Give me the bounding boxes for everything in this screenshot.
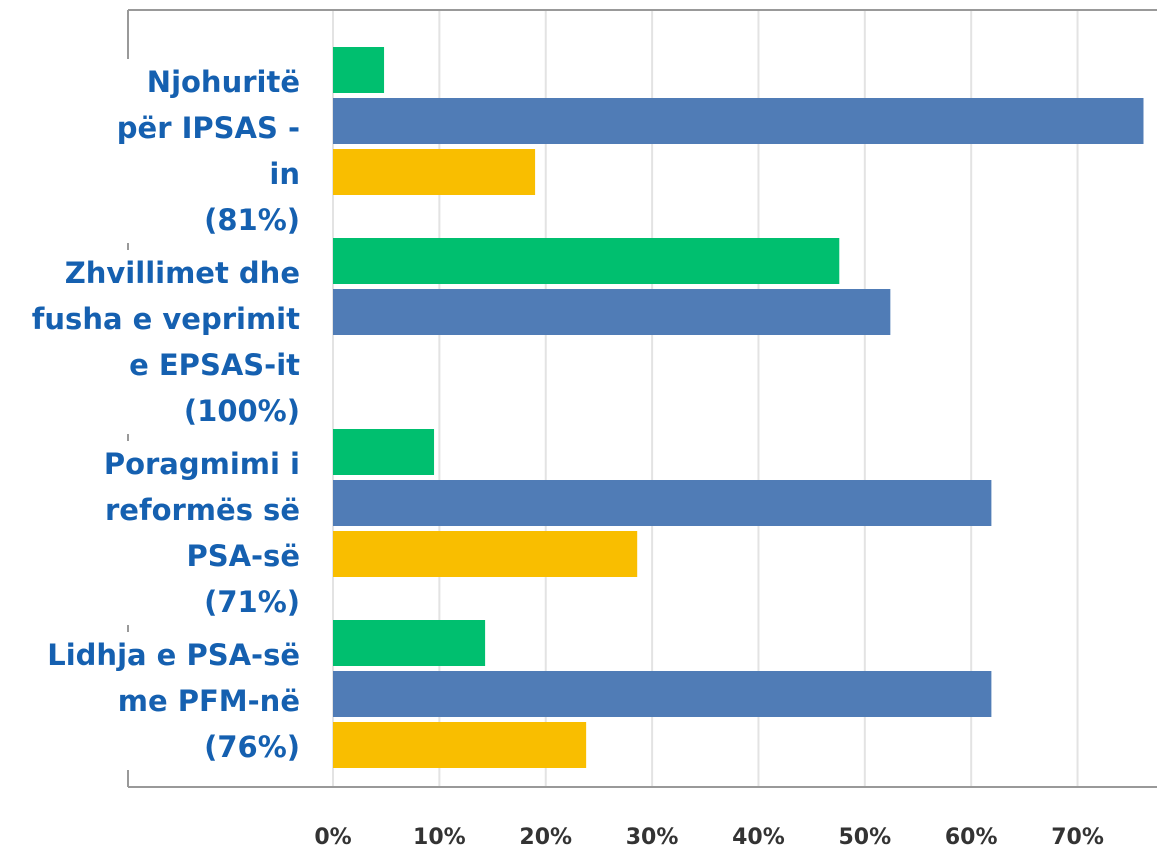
bar xyxy=(333,480,992,526)
x-tick-label: 10% xyxy=(413,825,466,850)
bar xyxy=(333,531,638,577)
bar xyxy=(333,238,840,284)
bar xyxy=(333,289,891,335)
x-tick-label: 0% xyxy=(314,825,351,850)
bar xyxy=(333,722,587,768)
x-tick-label: 70% xyxy=(1051,825,1104,850)
category-label: Njohuritë për IPSAS - in (81%) xyxy=(116,59,300,243)
x-tick-label: 60% xyxy=(945,825,998,850)
category-label: Poragmimi i reformës së PSA-së (71%) xyxy=(103,441,300,625)
bar xyxy=(333,149,536,195)
bar xyxy=(333,47,385,93)
bar xyxy=(333,429,435,475)
x-tick-label: 40% xyxy=(732,825,785,850)
x-tick-label: 20% xyxy=(519,825,572,850)
x-tick-label: 30% xyxy=(626,825,679,850)
bar xyxy=(333,620,486,666)
bar xyxy=(333,98,1144,144)
bar xyxy=(333,671,992,717)
x-tick-label: 50% xyxy=(838,825,891,850)
category-label: Zhvillimet dhe fusha e veprimit e EPSAS-… xyxy=(31,250,300,434)
category-label: Lidhja e PSA-së me PFM-në (76%) xyxy=(47,632,300,770)
